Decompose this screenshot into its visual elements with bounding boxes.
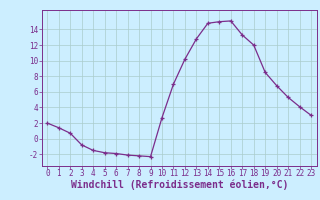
X-axis label: Windchill (Refroidissement éolien,°C): Windchill (Refroidissement éolien,°C) <box>70 180 288 190</box>
